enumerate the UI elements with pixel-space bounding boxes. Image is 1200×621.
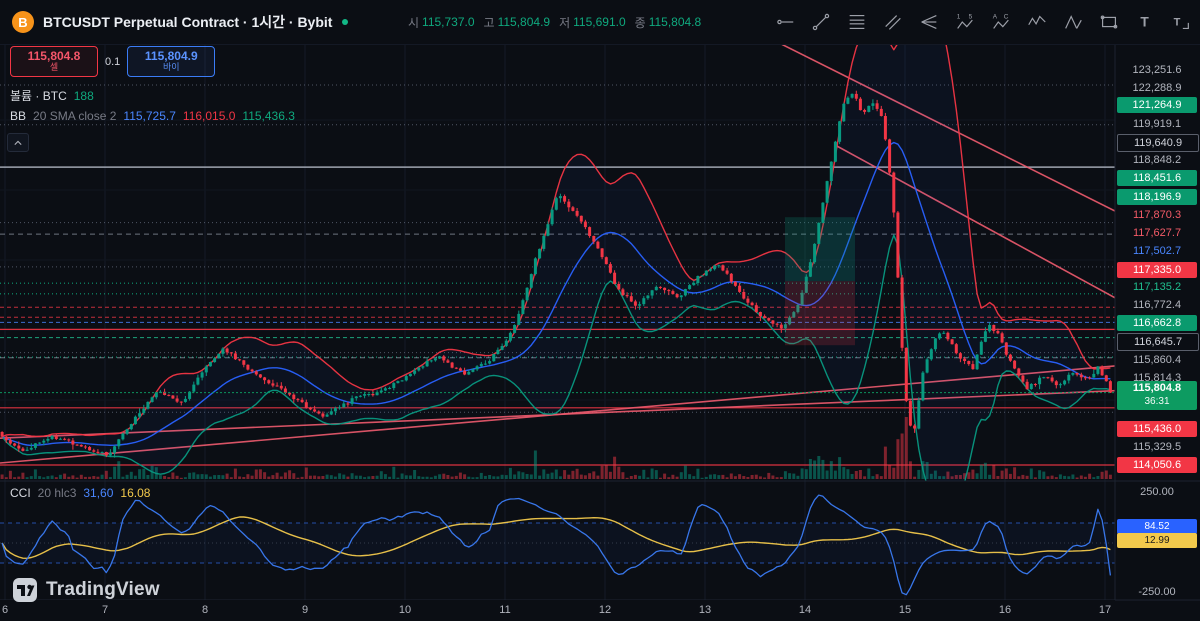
time-axis-label: 14 [798,604,812,616]
price-scale-label: 116,772.4 [1132,299,1182,311]
close-value: 115,804.8 [648,15,702,29]
open-value: 115,737.0 [422,15,475,29]
low-label: 저 [559,15,571,30]
trend-line-icon[interactable] [808,9,834,35]
cci-yellow-value: 16.08 [120,486,151,500]
sell-button[interactable]: 115,804.8 셀 [10,46,98,77]
cci-params: 20 hlc3 [37,486,77,500]
market-status-dot [342,19,349,25]
symbol-title[interactable]: BTCUSDT Perpetual Contract · 1시간 · Bybit [43,14,333,30]
price-scale-label: 118,451.6 [1117,170,1197,186]
buy-button[interactable]: 115,804.9 바이 [127,46,216,77]
text-icon[interactable]: T [1132,9,1158,35]
bb-basis-value: 115,725.7 [123,109,176,123]
volume-title: 볼륨 · BTC [10,89,67,103]
cci-blue-value: 31,60 [83,486,114,500]
price-scale-label: 115,860.4 [1132,354,1182,366]
pitchfork-icon[interactable] [916,9,942,35]
spread-value: 0.1 [105,55,121,68]
parallel-channel-icon[interactable] [880,9,906,35]
time-axis-label: 11 [499,604,511,616]
svg-text:A: A [993,13,998,20]
price-scale-label: 118,196.9 [1117,189,1197,205]
buy-sell-widget: 115,804.8 셀 0.1 115,804.9 바이 [10,46,216,77]
price-scale-label: 117,870.3 [1132,209,1182,221]
svg-text:C: C [1004,13,1009,20]
open-label: 시 [408,15,420,30]
price-scale-label: 123,251.6 [1132,64,1182,76]
time-axis-label: 16 [998,604,1012,616]
horizontal-ray-icon[interactable] [772,9,798,35]
bb-legend[interactable]: BB 20 SMA close 2 115,725.7 116,015.0 11… [10,109,295,123]
cci-title: CCI [10,486,31,500]
volume-value: 188 [73,88,94,103]
low-value: 115,691.0 [573,15,626,29]
bb-params: 20 SMA close 2 [33,109,117,123]
symbol-info: B BTCUSDT Perpetual Contract · 1시간 · Byb… [12,11,349,33]
price-scale-label: 116,662.8 [1117,315,1197,331]
ohlc-values: 시 115,737.0 고 115,804.9 저 115,691.0 종 11… [408,0,701,44]
cci-scale-label: 250.00 [1140,486,1174,498]
price-scale-label: 114,050.6 [1117,457,1197,473]
svg-text:T: T [1174,17,1181,29]
cci-legend[interactable]: CCI 20 hlc3 31,60 16.08 [10,486,150,500]
price-scale-label: 117,502.7 [1132,245,1182,257]
cci-scale-label: -250.00 [1138,586,1176,598]
price-scale-label: 121,264.9 [1117,97,1197,113]
price-scale[interactable]: 123,251.6 122,288.9 121,264.9 119,919.1 119,… [1115,44,1200,600]
bb-lower-value: 115,436.3 [242,109,295,123]
forecast-icon[interactable] [1060,9,1086,35]
bb-upper-value: 116,015.0 [182,109,236,123]
price-scale-label: 117,627.7 [1132,227,1182,239]
collapse-legend-button[interactable] [7,133,29,152]
time-axis-label: 15 [898,604,912,616]
time-axis-label: 10 [398,604,412,616]
elliott-wave-icon[interactable] [1024,9,1050,35]
anchored-text-icon[interactable]: T [1168,9,1194,35]
time-axis-label: 8 [201,604,209,616]
watermark-text: TradingView [46,579,160,600]
price-scale-label: 115,436.0 [1117,421,1197,437]
price-scale-label: 117,335.0 [1117,262,1197,278]
svg-text:T: T [1140,15,1149,30]
time-axis-label: 13 [698,604,712,616]
cci-smooth-value-badge: 12.99 [1117,533,1197,548]
close-label: 종 [634,15,646,30]
price-scale-label: 115,329.5 [1132,441,1182,453]
fib-retracement-icon[interactable] [844,9,870,35]
time-axis-label: 7 [101,604,109,616]
symbol-logo-icon: B [12,11,34,33]
svg-text:1: 1 [957,13,961,20]
cci-value-badge: 84.52 [1117,518,1197,534]
chart-header: B BTCUSDT Perpetual Contract · 1시간 · Byb… [0,0,1200,45]
price-scale-label: 118,848.2 [1132,154,1182,166]
tradingview-logo-icon [13,578,37,602]
time-axis-label: 12 [598,604,612,616]
price-scale-label: 122,288.9 [1132,82,1182,94]
rectangle-icon[interactable] [1096,9,1122,35]
volume-legend[interactable]: 볼륨 · BTC 188 [10,87,94,104]
svg-text:5: 5 [969,13,973,20]
bb-title: BB [10,109,27,123]
high-value: 115,804.9 [497,15,551,29]
time-axis-label: 9 [301,604,309,616]
time-axis-label: 6 [1,604,9,616]
price-scale-label: 117,135.2 [1132,281,1182,293]
high-label: 고 [483,15,495,30]
tradingview-watermark[interactable]: TradingView [12,577,160,603]
current-price-label: 115,804.8 36:31 [1117,381,1197,410]
price-scale-label: 119,640.9 [1117,134,1199,152]
price-scale-label: 119,919.1 [1132,118,1182,130]
chevron-up-icon [14,140,22,145]
price-scale-label: 116,645.7 [1117,333,1199,351]
time-axis-label: 17 [1098,604,1112,616]
time-axis[interactable]: 6 7 8 9 10 11 12 13 14 15 16 17 [0,600,1115,621]
